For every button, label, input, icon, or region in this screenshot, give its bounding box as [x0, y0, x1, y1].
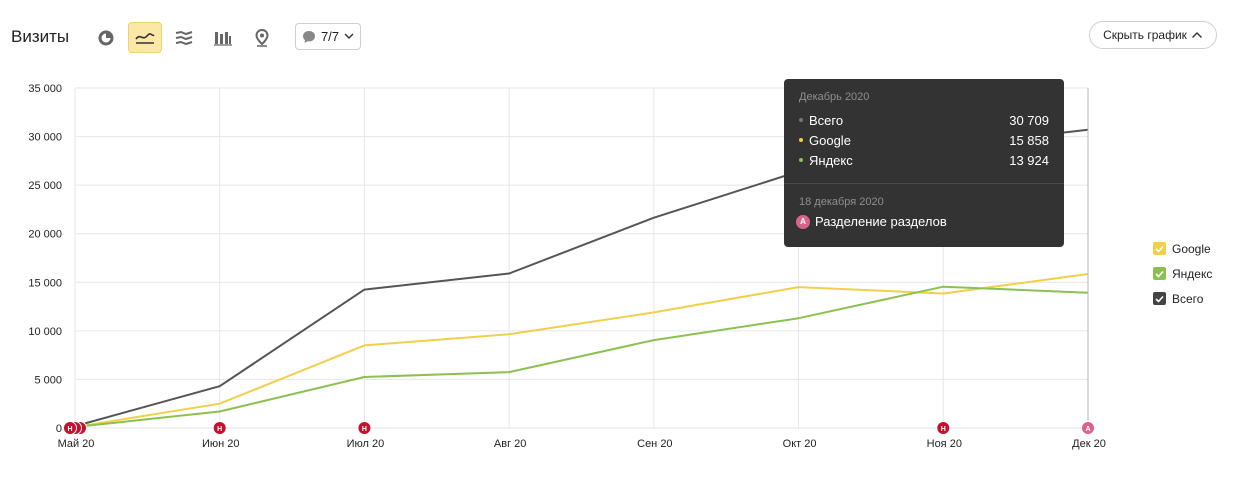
y-tick-label: 20 000: [28, 229, 62, 241]
x-tick-label: Дек 20: [1072, 438, 1106, 450]
annotation-marker-label: Н: [217, 426, 222, 433]
x-tick-label: Авг 20: [494, 438, 526, 450]
hide-chart-label: Скрыть график: [1103, 28, 1187, 42]
chart-legend: Google Яндекс Всего: [1153, 236, 1212, 311]
annotations-filter-dropdown[interactable]: 7/7: [295, 23, 361, 50]
comment-icon: [302, 30, 315, 43]
legend-item-google[interactable]: Google: [1153, 236, 1212, 261]
annotation-icon: А: [796, 214, 810, 229]
chevron-up-icon: [1191, 32, 1202, 38]
map-pin-icon: [255, 28, 269, 47]
tooltip-annotation: А Разделение разделов: [796, 214, 947, 229]
annotation-marker: [936, 421, 951, 435]
legend-checkbox-google[interactable]: [1153, 242, 1166, 255]
tooltip-date: Декабрь 2020: [799, 91, 870, 103]
y-tick-label: 10 000: [28, 326, 62, 338]
tooltip-series-value: 13 924: [1009, 152, 1049, 168]
legend-label: Google: [1172, 241, 1211, 256]
tooltip-series-value: 15 858: [1009, 132, 1049, 148]
series-dot: [799, 158, 803, 162]
legend-checkbox-total[interactable]: [1153, 292, 1166, 305]
x-tick-label: Ноя 20: [927, 438, 962, 450]
tooltip-divider: [784, 183, 1064, 184]
line-chart-button[interactable]: [128, 22, 162, 53]
chart-tooltip: Декабрь 2020 Всего 30 709 Google 15 858 …: [784, 79, 1064, 247]
annotation-marker: [212, 421, 227, 435]
x-tick-label: Май 20: [58, 438, 95, 450]
legend-label: Всего: [1172, 291, 1204, 306]
y-tick-label: 0: [56, 423, 62, 435]
pie-chart-button[interactable]: [89, 22, 123, 53]
x-tick-label: Июл 20: [347, 438, 385, 450]
tooltip-row-total: Всего 30 709: [799, 111, 1049, 129]
legend-item-yandex[interactable]: Яндекс: [1153, 261, 1212, 286]
check-icon: [1155, 270, 1164, 278]
tooltip-series-name: Яндекс: [809, 152, 853, 168]
annotation-marker: [1081, 421, 1095, 435]
series-dot: [799, 118, 803, 122]
axes: 0 5 000 10 000 15 000 20 000 25 000 30 000 35 0…: [28, 83, 1105, 450]
check-icon: [1155, 245, 1164, 253]
filter-count: 7/7: [320, 29, 340, 44]
y-tick-label: 25 000: [28, 180, 62, 192]
chevron-down-icon: [344, 33, 354, 39]
page-title: Визиты: [11, 27, 70, 46]
legend-checkbox-yandex[interactable]: [1153, 267, 1166, 280]
stacked-area-icon: [175, 30, 193, 45]
tooltip-annotation-text: Разделение разделов: [815, 214, 947, 229]
tooltip-row-yandex: Яндекс 13 924: [799, 151, 1049, 169]
tooltip-row-google: Google 15 858: [799, 131, 1049, 149]
y-tick-label: 30 000: [28, 132, 62, 144]
series-line-Яндекс: [74, 285, 1089, 428]
annotation-marker: [63, 421, 77, 435]
series-line-Google: [74, 273, 1089, 428]
series-dot: [799, 138, 803, 142]
hide-chart-button[interactable]: Скрыть график: [1089, 21, 1217, 49]
y-tick-label: 5 000: [34, 374, 62, 386]
chart-header: Визиты: [0, 0, 1238, 70]
tooltip-series-name: Google: [809, 132, 851, 148]
legend-item-total[interactable]: Всего: [1153, 286, 1212, 311]
tooltip-series-value: 30 709: [1009, 112, 1049, 128]
annotation-marker: [357, 421, 372, 435]
y-tick-label: 35 000: [28, 83, 62, 95]
y-tick-label: 15 000: [28, 277, 62, 289]
annotation-marker-label: А: [1085, 426, 1090, 433]
stacked-area-button[interactable]: [167, 22, 201, 53]
bar-chart-icon: [214, 31, 232, 46]
tooltip-annotation-date: 18 декабря 2020: [799, 196, 884, 208]
bar-chart-button[interactable]: [206, 22, 240, 53]
annotation-marker-label: Н: [941, 426, 946, 433]
legend-label: Яндекс: [1172, 266, 1213, 281]
pie-chart-icon: [98, 30, 114, 45]
annotation-marker-label: Н: [67, 426, 72, 433]
x-tick-label: Окт 20: [783, 438, 817, 450]
x-tick-label: Июн 20: [202, 438, 240, 450]
line-chart-icon: [135, 32, 155, 44]
map-button[interactable]: [245, 22, 279, 53]
annotation-marker-label: Н: [362, 426, 367, 433]
x-tick-label: Сен 20: [637, 438, 672, 450]
tooltip-series-name: Всего: [809, 112, 844, 128]
check-icon: [1155, 295, 1164, 303]
